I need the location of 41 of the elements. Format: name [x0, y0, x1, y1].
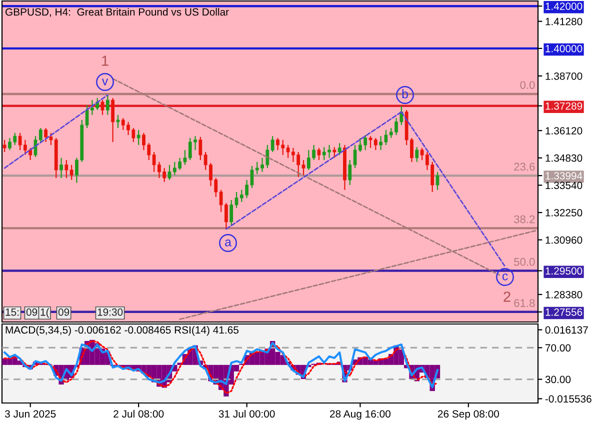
y2-tick-label: 70.00: [545, 344, 571, 352]
annotation: 50.0: [514, 258, 535, 266]
annotation: v: [102, 78, 108, 86]
x-tick-label: 28 Aug 16:00: [330, 410, 390, 420]
annotation: 2: [504, 292, 510, 302]
y-tick-label: 1.30960: [546, 236, 582, 244]
y-tick-label: 1.37289: [546, 102, 582, 110]
annotation: 15:: [6, 308, 19, 316]
y-tick-label: 1.33540: [546, 182, 582, 190]
y-tick-label: 1.29500: [546, 267, 582, 275]
chart-title: MACD(5,34,5) -0.006162 -0.008465 RSI(14) 41.65: [6, 326, 238, 336]
x-tick-label: 26 Sep 08:00: [438, 410, 500, 420]
y-tick-label: 1.42000: [546, 2, 582, 10]
y-tick-label: 0.016137: [545, 326, 588, 334]
annotation: c: [502, 274, 508, 280]
y-tick-label: 1.41280: [546, 18, 582, 26]
annotation: 23.6: [514, 162, 535, 171]
y-tick-label: 1.28380: [546, 290, 582, 298]
y-tick-label: -0.015536: [545, 395, 592, 403]
annotation: 1: [102, 56, 108, 66]
y-tick-label: 1.40000: [546, 44, 582, 52]
x-tick-label: 3 Jun 2025: [4, 410, 56, 418]
annotation: 61.8: [514, 299, 535, 307]
annotation: 38.2: [514, 215, 535, 224]
x-tick-label: 31 Jul 00:00: [218, 410, 275, 418]
annotation: 09: [26, 308, 38, 316]
y2-tick-label: 30.00: [545, 376, 571, 384]
annotation: b: [402, 89, 408, 98]
annotation: 19:30: [98, 308, 123, 316]
y-tick-label: 1.38700: [546, 72, 582, 80]
y-tick-label: 1.36120: [546, 127, 582, 134]
x-tick-label: 2 Jul 08:00: [114, 410, 164, 418]
y-tick-label: 1.32250: [546, 209, 582, 216]
annotation: 0.0: [520, 81, 535, 89]
y-tick-label: 1.27556: [546, 308, 582, 316]
annotation: 09: [58, 308, 70, 316]
annotation: 1(: [40, 308, 50, 318]
annotation: a: [225, 240, 232, 246]
text: GBPUSD, H4: Great Britain Pound vs US Dollar: [6, 8, 229, 17]
y-tick-label: 1.34830: [546, 154, 582, 162]
y-tick-label: 1.33994: [546, 172, 582, 180]
